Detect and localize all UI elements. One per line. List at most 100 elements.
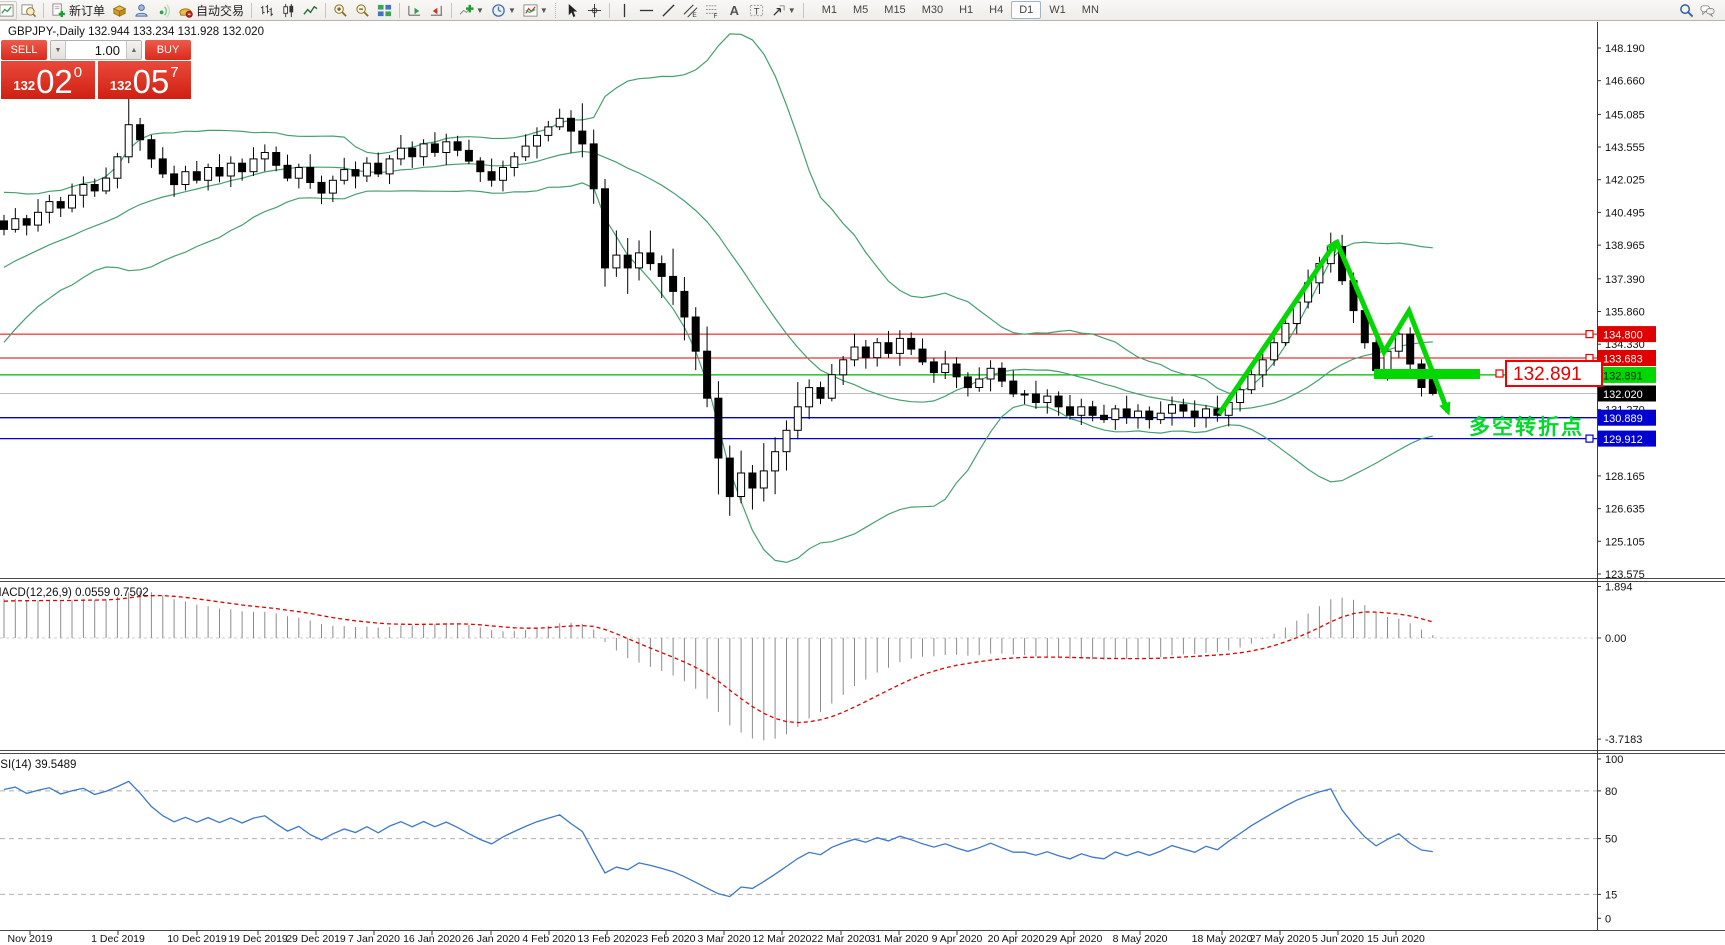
- date-tick: 5 Jun 2020: [1312, 933, 1364, 945]
- cursor-tool-button[interactable]: [562, 1, 583, 20]
- periods-button[interactable]: ▼: [488, 1, 519, 20]
- price-tick: 148.190: [1605, 43, 1645, 55]
- price-label-text: 132.891: [1603, 370, 1643, 382]
- timeframe-button-H4[interactable]: H4: [989, 4, 1004, 16]
- signals-button[interactable]: [153, 1, 174, 20]
- sell-price-button[interactable]: 132 02 0: [1, 61, 95, 99]
- price-tick: 123.575: [1605, 569, 1645, 581]
- channel-tool[interactable]: E: [680, 1, 701, 20]
- horizontal-line-tool[interactable]: [636, 1, 657, 20]
- community-button[interactable]: [131, 1, 152, 20]
- price-label-badge: [1598, 366, 1656, 383]
- new-order-label: 新订单: [69, 3, 106, 18]
- zoom-out-icon: [356, 3, 369, 17]
- price-label-badge: [1598, 409, 1656, 426]
- date-tick: 29 Dec 2019: [286, 933, 346, 945]
- buy-button[interactable]: BUY: [145, 40, 191, 60]
- timeframe-button-D1[interactable]: D1: [1011, 1, 1042, 19]
- turning-point-annotation[interactable]: 多空转折点: [1469, 415, 1584, 439]
- timeframe-button-M15[interactable]: M15: [884, 4, 906, 16]
- dropdown-caret: ▼: [507, 5, 516, 15]
- indicators-button[interactable]: ▼: [456, 1, 487, 20]
- volume-increase-button[interactable]: ▲: [126, 41, 141, 59]
- line-chart-button[interactable]: [300, 1, 321, 20]
- rsi-axis-label: 15: [1605, 889, 1617, 901]
- text-label-tool[interactable]: T: [746, 1, 767, 20]
- macd-label: MACD(12,26,9) 0.0559 0.7502: [0, 587, 149, 599]
- date-tick: 9 Apr 2020: [932, 933, 983, 945]
- up-trend-arrow[interactable]: [1216, 238, 1339, 416]
- vertical-line-tool[interactable]: [614, 1, 635, 20]
- hline-handle[interactable]: [1585, 330, 1594, 339]
- chart-window-button[interactable]: [0, 0, 17, 20]
- candlestick-icon: [283, 3, 294, 17]
- sell-price-base: 132: [13, 78, 36, 93]
- toolbar-separator: [399, 2, 401, 18]
- rsi-label: RSI(14) 39.5489: [0, 759, 76, 771]
- volume-decrease-button[interactable]: ▼: [51, 41, 66, 59]
- price-tick: 138.965: [1605, 240, 1645, 252]
- price-tick: 137.390: [1605, 274, 1645, 286]
- sell-button[interactable]: SELL: [1, 40, 47, 60]
- price-label-text: 129.912: [1603, 434, 1643, 446]
- timeframe-button-M1[interactable]: M1: [821, 4, 837, 16]
- down-trend-arrow[interactable]: [1333, 239, 1451, 416]
- timeframe-button-M5[interactable]: M5: [853, 4, 869, 16]
- chart-shift-button[interactable]: [426, 1, 447, 20]
- timeframe-button-H1[interactable]: H1: [959, 4, 974, 16]
- new-order-button[interactable]: 新订单: [48, 1, 108, 20]
- price-callout[interactable]: 132.891: [1495, 360, 1603, 387]
- vertical-line-icon: [623, 3, 625, 17]
- market-button[interactable]: [109, 1, 130, 20]
- buy-price-base: 132: [109, 78, 132, 93]
- bar-chart-button[interactable]: [256, 1, 277, 20]
- text-tool[interactable]: A: [729, 2, 739, 18]
- buy-price-button[interactable]: 132 05 7: [97, 61, 191, 100]
- zoom-in-icon: [334, 3, 347, 17]
- fibonacci-tool[interactable]: F: [702, 1, 723, 20]
- price-tick: 143.555: [1605, 142, 1645, 154]
- templates-button[interactable]: ▼: [520, 1, 551, 20]
- comments-button[interactable]: [1697, 1, 1718, 20]
- date-tick: 10 Dec 2019: [167, 933, 227, 945]
- rsi-panel: 100 80 50 15 0: [0, 754, 1623, 925]
- timeframe-button-M30[interactable]: M30: [921, 4, 944, 16]
- autoscroll-button[interactable]: [404, 1, 425, 20]
- crosshair-tool-button[interactable]: [584, 1, 605, 20]
- tile-windows-button[interactable]: [374, 1, 395, 20]
- search-icon: [1680, 3, 1694, 17]
- tick-chart-button[interactable]: [18, 1, 39, 20]
- search-button[interactable]: [1676, 1, 1697, 20]
- signal-icon: [159, 3, 171, 18]
- volume-value[interactable]: 1.00: [94, 42, 120, 58]
- hline-handle[interactable]: [1585, 434, 1594, 443]
- zoom-out-button[interactable]: [352, 1, 373, 20]
- one-click-trading-panel: SELL ▼ 1.00 ▲ BUY 132 02 0 132 05 7: [1, 40, 191, 99]
- person-icon: [135, 3, 148, 17]
- timeframe-button-W1[interactable]: W1: [1049, 4, 1066, 16]
- price-tick: 145.085: [1605, 109, 1645, 121]
- price-axis: 148.190 146.660 145.085 143.555 142.025 140.4…: [1597, 43, 1656, 581]
- buy-price-big: 05: [132, 63, 170, 100]
- dropdown-caret: ▼: [539, 5, 548, 15]
- price-tick: 142.025: [1605, 175, 1645, 187]
- date-tick: 4 Feb 2020: [522, 933, 575, 945]
- autotrading-button[interactable]: 自动交易: [175, 1, 247, 20]
- trendline-tool[interactable]: [658, 1, 679, 20]
- crosshair-icon: [587, 3, 601, 17]
- candlestick-chart-button[interactable]: [278, 1, 299, 20]
- macd-axis-label: 1.894: [1605, 582, 1633, 594]
- timeframe-button-MN[interactable]: MN: [1081, 4, 1099, 16]
- svg-text:T: T: [753, 6, 759, 16]
- zoom-in-button[interactable]: [330, 1, 351, 20]
- trend-annotations[interactable]: [1216, 238, 1480, 416]
- date-tick: 12 Mar 2020: [753, 933, 812, 945]
- shapes-tool[interactable]: ▼: [768, 1, 799, 20]
- horizontal-line-icon: [639, 9, 653, 11]
- toolbar-separator: [451, 2, 453, 18]
- date-tick: Nov 2019: [8, 933, 53, 945]
- dropdown-caret: ▼: [476, 5, 484, 15]
- support-level-bar[interactable]: [1374, 369, 1480, 379]
- date-tick: 31 Mar 2020: [870, 933, 929, 945]
